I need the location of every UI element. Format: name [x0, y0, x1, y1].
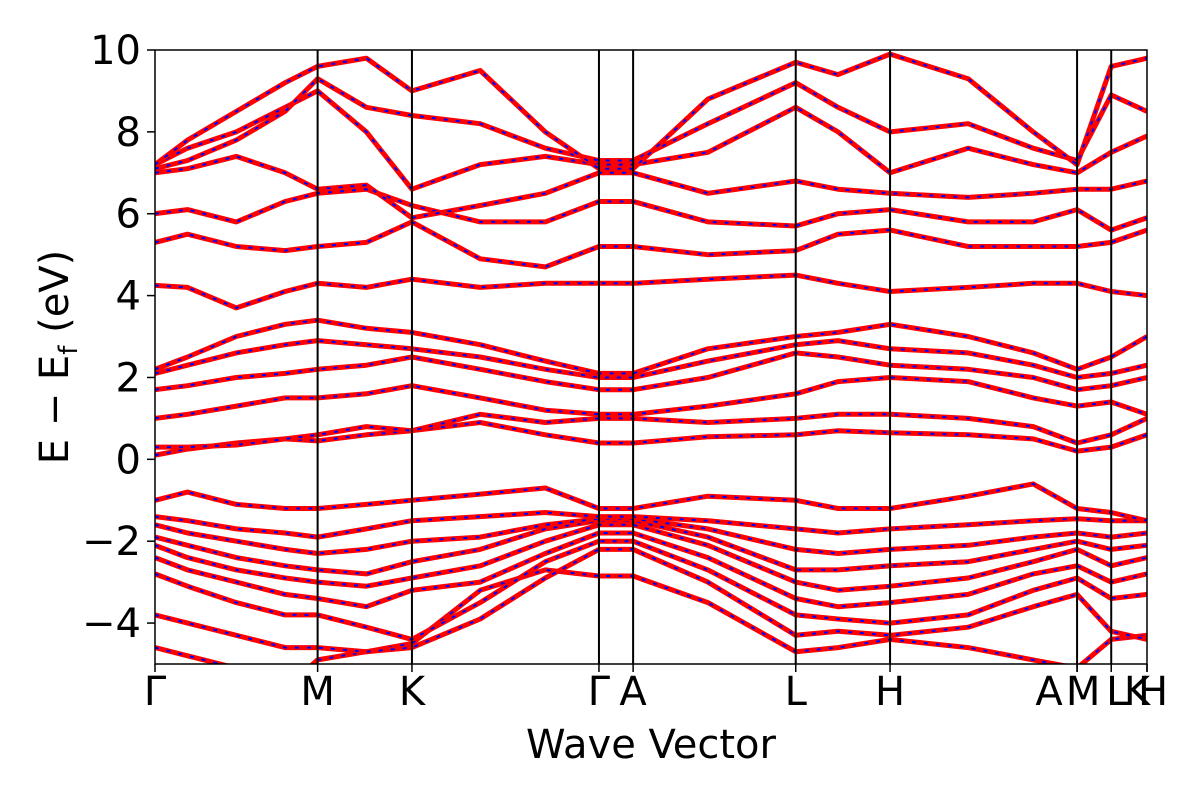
band-overlay-7: [155, 517, 1147, 555]
band-overlay-18: [155, 188, 1147, 232]
y-tick-label: −4: [82, 601, 141, 647]
band-overlay-4: [155, 532, 1147, 608]
x-tick-label: H: [1138, 669, 1168, 715]
x-tick-label: M: [300, 669, 335, 715]
y-tick-label: 10: [90, 28, 141, 74]
band-lines: [155, 51, 1147, 664]
band-overlay-9: [155, 482, 1147, 522]
y-tick-label: 8: [116, 110, 141, 156]
band-line-8: [155, 510, 1147, 540]
band-overlay-22: [155, 53, 1147, 170]
plot-frame: [154, 49, 1148, 665]
x-tick-label: Γ: [144, 669, 167, 715]
band-overlay-15: [155, 319, 1147, 375]
band-overlay-13: [155, 351, 1147, 391]
band-overlay-14: [155, 339, 1147, 379]
x-tick-label: L: [1106, 669, 1129, 715]
band-overlay-16: [155, 274, 1147, 309]
band-line-5: [155, 522, 1147, 593]
band-overlay-3: [155, 540, 1147, 641]
y-axis-ticks: −4 −2 0 2 4 6 8 10: [82, 28, 155, 647]
band-line-2: [155, 546, 1147, 655]
band-overlay-11: [155, 413, 1147, 449]
y-tick-label: 2: [116, 355, 141, 401]
x-tick-label: H: [875, 669, 905, 715]
y-axis-label: E − Ef (eV): [32, 250, 84, 465]
band-line-17: [155, 219, 1147, 270]
y-tick-label: 0: [116, 437, 141, 483]
band-overlay-12: [155, 376, 1147, 420]
band-overlay-1: [155, 568, 1147, 664]
x-tick-label: L: [785, 669, 808, 715]
band-line-15: [155, 317, 1147, 376]
band-line-16: [155, 272, 1147, 311]
y-tick-label: 4: [116, 274, 141, 320]
kpoint-dividers: [316, 50, 1113, 664]
band-line-21: [155, 76, 1147, 172]
x-tick-label: A: [619, 669, 647, 715]
x-tick-label: K: [1124, 669, 1152, 715]
band-overlay-2: [155, 548, 1147, 653]
x-tick-label: A: [1035, 669, 1063, 715]
band-line-19: [155, 153, 1147, 221]
band-line-12: [155, 375, 1147, 421]
band-overlay-17: [155, 220, 1147, 268]
x-axis-label: Wave Vector: [526, 722, 777, 768]
x-tick-label: M: [1066, 669, 1101, 715]
x-axis-ticks: Γ M K Γ A L H A M LKH: [144, 664, 1168, 715]
x-tick-label: Γ: [588, 669, 611, 715]
y-tick-label: 6: [116, 192, 141, 238]
x-tick-label: K: [399, 669, 427, 715]
band-line-22: [155, 51, 1147, 172]
y-tick-label: −2: [82, 519, 141, 565]
